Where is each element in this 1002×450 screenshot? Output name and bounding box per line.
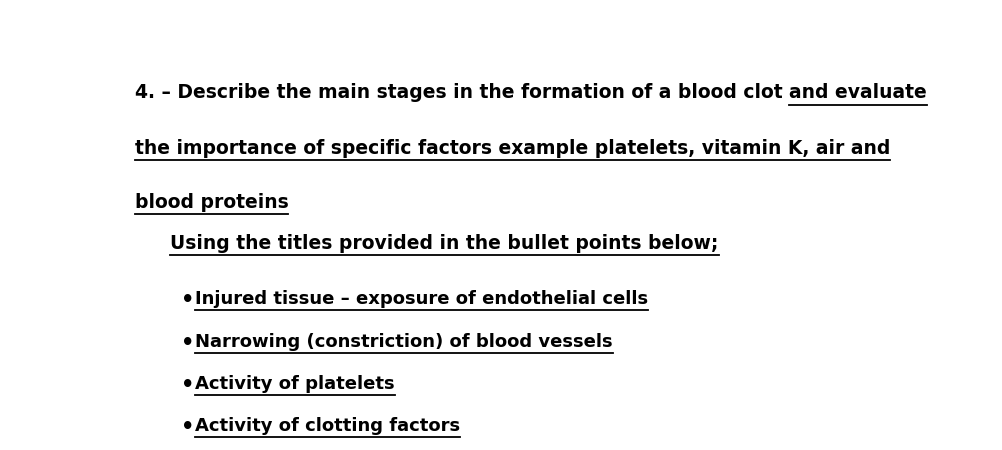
Text: and evaluate: and evaluate (788, 83, 926, 103)
Text: Injured tissue – exposure of endothelial cells: Injured tissue – exposure of endothelial… (195, 290, 648, 308)
Text: •: • (181, 417, 194, 437)
Text: the importance of specific factors example platelets, vitamin K, air and: the importance of specific factors examp… (134, 139, 889, 158)
Text: Using the titles provided in the bullet points below;: Using the titles provided in the bullet … (170, 234, 718, 253)
Text: •: • (181, 333, 194, 353)
Text: Activity of platelets: Activity of platelets (195, 374, 395, 392)
Text: •: • (181, 374, 194, 395)
Text: Narrowing (constriction) of blood vessels: Narrowing (constriction) of blood vessel… (195, 333, 612, 351)
Text: blood proteins: blood proteins (134, 193, 289, 212)
Text: 4. – Describe the main stages in the formation of a blood clot: 4. – Describe the main stages in the for… (134, 83, 788, 103)
Text: Activity of clotting factors: Activity of clotting factors (195, 417, 460, 435)
Text: •: • (181, 290, 194, 310)
